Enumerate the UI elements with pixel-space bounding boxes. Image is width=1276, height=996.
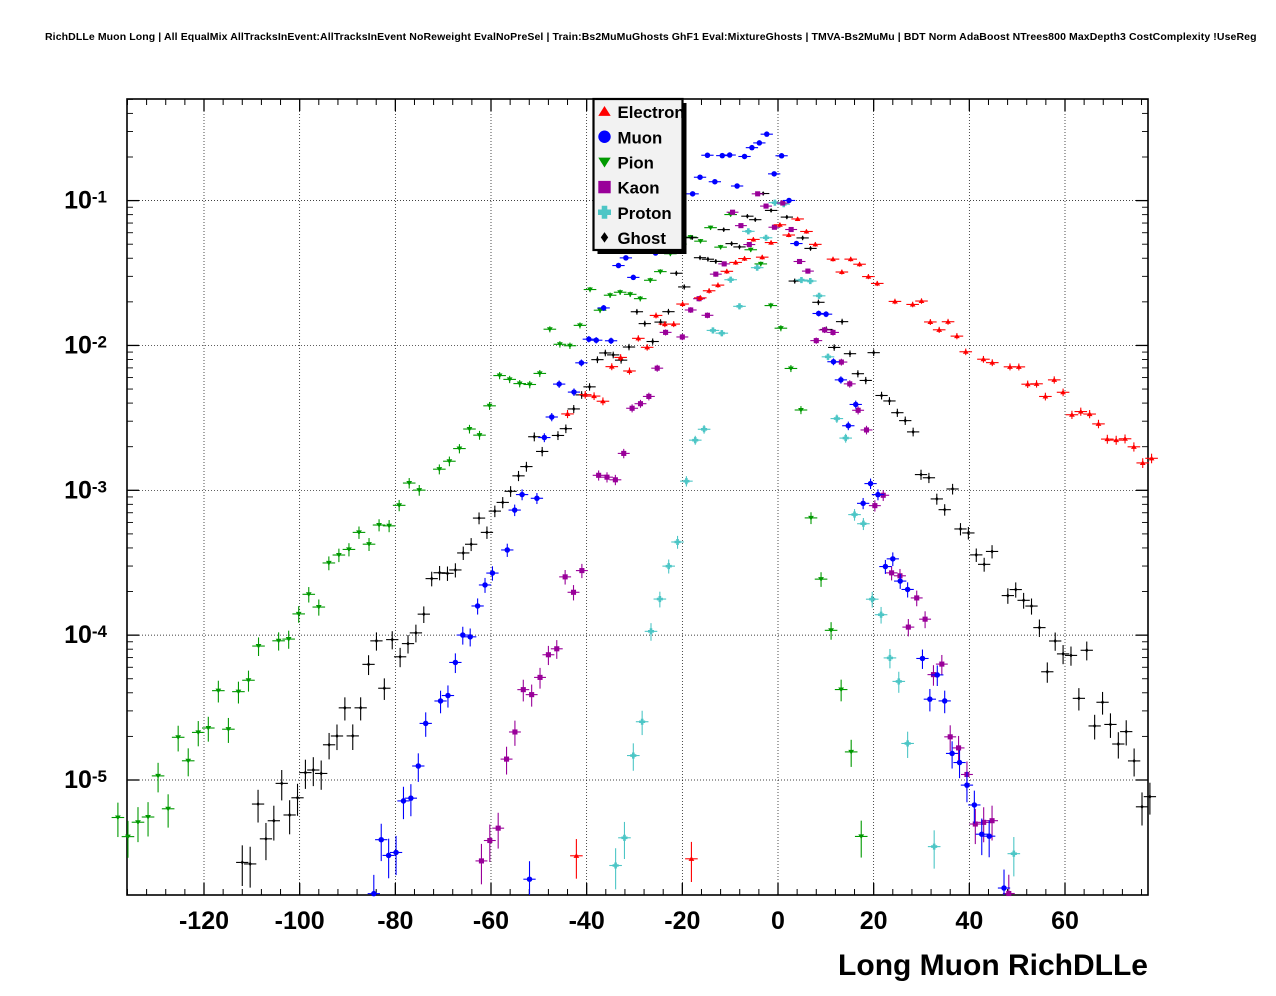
svg-text:-20: -20 [664, 907, 700, 935]
svg-text:-40: -40 [569, 907, 605, 935]
svg-text:10-3: 10-3 [64, 476, 107, 504]
svg-text:-80: -80 [377, 907, 413, 935]
svg-text:Muon: Muon [618, 128, 663, 147]
svg-text:-120: -120 [179, 907, 229, 935]
svg-text:-100: -100 [275, 907, 325, 935]
svg-text:Long Muon RichDLLe: Long Muon RichDLLe [838, 949, 1148, 982]
svg-text:Ghost: Ghost [618, 229, 667, 248]
svg-text:Pion: Pion [618, 153, 654, 172]
svg-text:10-5: 10-5 [64, 766, 107, 794]
svg-text:0: 0 [771, 907, 785, 935]
svg-text:10-2: 10-2 [64, 331, 107, 359]
svg-text:-60: -60 [473, 907, 509, 935]
svg-text:40: 40 [955, 907, 983, 935]
svg-text:20: 20 [860, 907, 888, 935]
svg-text:10-1: 10-1 [64, 187, 107, 215]
svg-text:Kaon: Kaon [618, 179, 660, 198]
svg-text:Proton: Proton [618, 204, 672, 223]
svg-text:Electron: Electron [618, 103, 685, 122]
svg-text:60: 60 [1051, 907, 1079, 935]
svg-text:10-4: 10-4 [64, 621, 107, 649]
